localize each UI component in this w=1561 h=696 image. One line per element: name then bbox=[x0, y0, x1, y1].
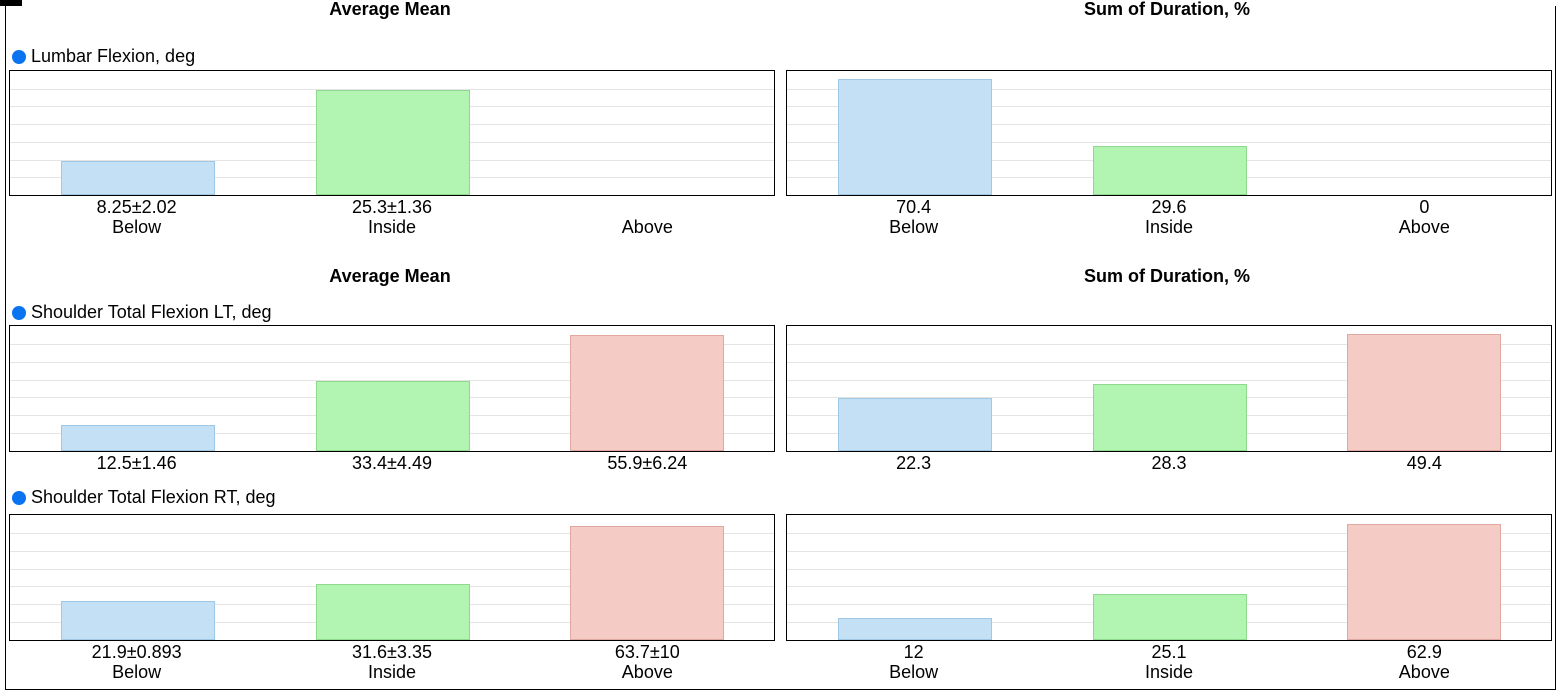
chart-shoulder-rt-sum-duration bbox=[786, 514, 1552, 641]
bar-above bbox=[1347, 524, 1501, 640]
chart-svg bbox=[10, 89, 774, 195]
metric-name: Shoulder Total Flexion LT, deg bbox=[31, 302, 272, 322]
metric-label-shoulder-rt: Shoulder Total Flexion RT, deg bbox=[12, 487, 276, 508]
bar-inside bbox=[1093, 594, 1247, 640]
blue-dot-icon bbox=[12, 49, 26, 64]
category-label-above: Above bbox=[1398, 217, 1450, 237]
value-label-below: 12 bbox=[903, 642, 924, 662]
bar-above bbox=[570, 526, 724, 640]
blue-dot-icon bbox=[12, 490, 26, 505]
bar-below bbox=[61, 161, 215, 195]
category-label-below: Below bbox=[889, 217, 939, 237]
category-label-inside: Inside bbox=[1144, 662, 1194, 682]
category-label-below: Below bbox=[889, 662, 939, 682]
chart-svg bbox=[787, 524, 1551, 640]
bar-inside bbox=[316, 90, 470, 195]
value-label-below: 8.25±2.02 bbox=[96, 197, 177, 217]
header-average-mean-1: Average Mean bbox=[329, 0, 451, 19]
value-label-inside: 25.3±1.36 bbox=[352, 197, 432, 217]
value-label-inside: 28.3 bbox=[1151, 453, 1187, 473]
chart-lumbar-average-mean bbox=[9, 70, 775, 196]
bar-inside bbox=[316, 381, 470, 451]
value-label-inside: 29.6 bbox=[1151, 197, 1187, 217]
value-label-above: 49.4 bbox=[1406, 453, 1442, 473]
chart-svg bbox=[787, 334, 1551, 451]
category-label-below: Below bbox=[112, 662, 162, 682]
metric-label-shoulder-lt: Shoulder Total Flexion LT, deg bbox=[12, 302, 272, 323]
chart-lumbar-sum-duration bbox=[786, 70, 1552, 196]
blue-dot-icon bbox=[12, 305, 26, 320]
category-label-inside: Inside bbox=[367, 662, 417, 682]
metric-name: Lumbar Flexion, deg bbox=[31, 46, 196, 66]
chart-svg bbox=[10, 526, 774, 640]
header-average-mean-2: Average Mean bbox=[329, 266, 451, 286]
category-label-below: Below bbox=[112, 217, 162, 237]
bar-inside bbox=[316, 584, 470, 640]
corner-mark bbox=[0, 0, 22, 6]
header-sum-duration-1: Sum of Duration, % bbox=[1084, 0, 1250, 19]
value-label-above: 55.9±6.24 bbox=[607, 453, 688, 473]
value-label-above: 0 bbox=[1419, 197, 1430, 217]
chart-shoulder-lt-average-mean bbox=[9, 325, 775, 452]
chart-svg bbox=[10, 335, 774, 451]
bar-below bbox=[838, 79, 992, 195]
chart-shoulder-rt-average-mean bbox=[9, 514, 775, 641]
bar-below bbox=[61, 601, 215, 640]
bar-above bbox=[1347, 334, 1501, 451]
category-label-inside: Inside bbox=[1144, 217, 1194, 237]
value-label-above: 63.7±10 bbox=[614, 642, 680, 662]
value-label-below: 70.4 bbox=[896, 197, 932, 217]
bar-below bbox=[61, 425, 215, 451]
bar-below bbox=[838, 398, 992, 451]
value-label-below: 12.5±1.46 bbox=[96, 453, 177, 473]
chart-svg bbox=[787, 79, 1551, 195]
category-label-above: Above bbox=[621, 217, 673, 237]
category-label-above: Above bbox=[1398, 662, 1450, 682]
value-label-above: 62.9 bbox=[1406, 642, 1442, 662]
bar-above bbox=[570, 335, 724, 451]
bar-inside bbox=[1093, 146, 1247, 195]
value-label-inside: 33.4±4.49 bbox=[352, 453, 432, 473]
bar-inside bbox=[1093, 384, 1247, 451]
report-frame bbox=[5, 6, 1556, 690]
value-label-inside: 25.1 bbox=[1151, 642, 1187, 662]
value-label-inside: 31.6±3.35 bbox=[352, 642, 432, 662]
category-label-above: Above bbox=[621, 662, 673, 682]
metric-label-lumbar: Lumbar Flexion, deg bbox=[12, 46, 195, 67]
value-label-below: 21.9±0.893 bbox=[91, 642, 182, 662]
value-label-below: 22.3 bbox=[896, 453, 932, 473]
metric-name: Shoulder Total Flexion RT, deg bbox=[31, 487, 276, 507]
chart-shoulder-lt-sum-duration bbox=[786, 325, 1552, 452]
bar-below bbox=[838, 618, 992, 640]
category-label-inside: Inside bbox=[367, 217, 417, 237]
header-sum-duration-2: Sum of Duration, % bbox=[1084, 266, 1250, 286]
